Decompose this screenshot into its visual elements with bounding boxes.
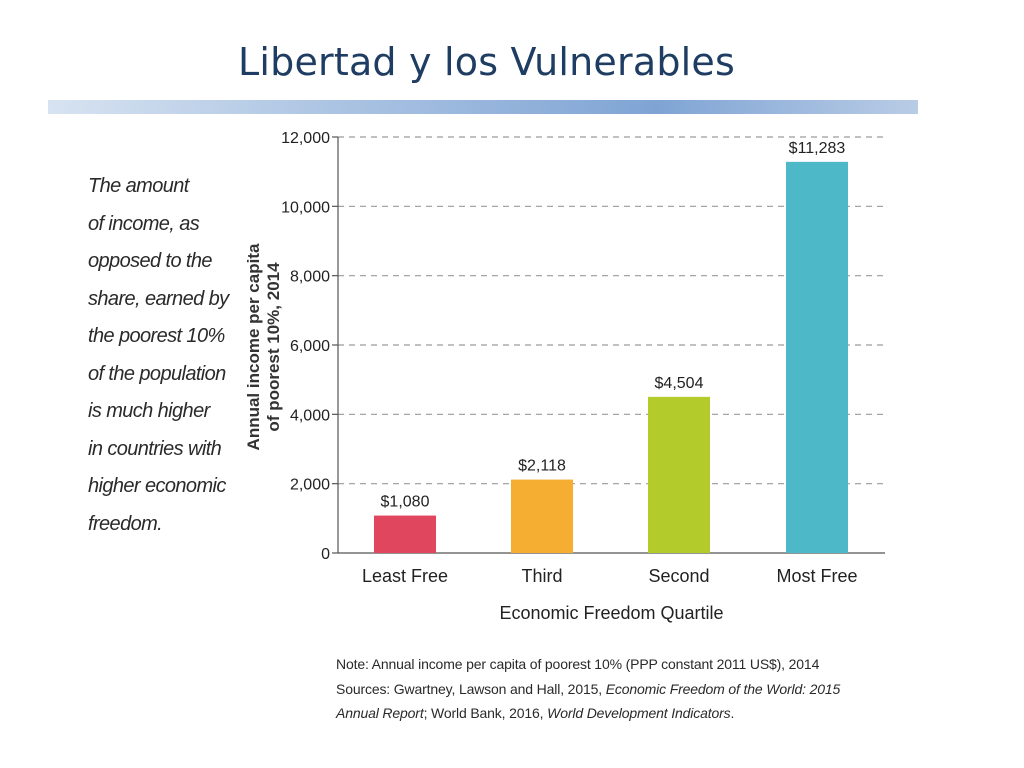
bar — [786, 161, 848, 553]
x-tick-label: Second — [648, 566, 709, 586]
side-caption-line: share, earned by — [88, 287, 229, 310]
y-tick-label: 10,000 — [281, 199, 330, 216]
sources-title-1: Economic Freedom of the World: 2015 — [605, 680, 841, 697]
sources-line-1: Sources: Gwartney, Lawson and Hall, 2015… — [336, 677, 916, 702]
bar — [511, 479, 573, 553]
side-caption: The amount of income, as opposed to the … — [88, 168, 238, 543]
y-axis-title-line: Annual income per capita — [244, 243, 263, 450]
side-caption-line: higher economic — [88, 475, 226, 497]
y-tick-label: 12,000 — [281, 130, 330, 147]
side-caption-line: is much higher — [88, 400, 210, 422]
title-divider — [48, 100, 918, 114]
bar-chart: 0 2,000 4,000 6,000 8,000 10,000 12,000 $1,080 L… — [244, 130, 885, 623]
slide-title: Libertad y los Vulnerables — [238, 40, 735, 84]
y-tick-label: 8,000 — [290, 269, 330, 286]
y-axis-title-line: of poorest 10%, 2014 — [264, 262, 283, 432]
sources-title-1-cont: Annual Report — [336, 705, 424, 721]
sources-middle: ; World Bank, 2016, — [423, 705, 548, 721]
sources-end: . — [730, 705, 735, 721]
bar-value-label: $4,504 — [655, 375, 704, 392]
y-tick-label: 4,000 — [290, 407, 330, 424]
sources-prefix: Sources: Gwartney, Lawson and Hall, 2015… — [336, 680, 606, 697]
bar-value-label: $1,080 — [381, 494, 430, 511]
bar — [648, 396, 710, 553]
side-caption-line: the poorest 10% — [88, 325, 225, 347]
chart-notes: Note: Annual income per capita of poores… — [336, 652, 916, 726]
bar-value-label: $2,118 — [518, 458, 566, 475]
side-caption-line: freedom. — [88, 512, 163, 535]
y-tick-label: 2,000 — [290, 477, 330, 494]
side-caption-line: of income, as — [88, 212, 200, 235]
x-tick-label: Third — [521, 566, 562, 586]
bar-value-label: $11,283 — [789, 140, 846, 157]
side-caption-line: opposed to the — [88, 250, 213, 272]
x-tick-label: Most Free — [776, 566, 857, 586]
side-caption-line: of the population — [88, 362, 226, 385]
side-caption-line: in countries with — [88, 437, 222, 460]
side-caption-line: The amount — [88, 175, 189, 197]
sources-line-2: Annual Report; World Bank, 2016, World D… — [336, 701, 916, 726]
y-tick-label: 6,000 — [290, 338, 330, 355]
bar — [374, 515, 436, 553]
sources-title-2: World Development Indicators — [547, 705, 731, 721]
note-line: Note: Annual income per capita of poores… — [336, 656, 820, 672]
x-tick-label: Least Free — [362, 566, 448, 586]
x-axis-title: Economic Freedom Quartile — [499, 603, 723, 623]
y-tick-label: 0 — [321, 546, 330, 563]
